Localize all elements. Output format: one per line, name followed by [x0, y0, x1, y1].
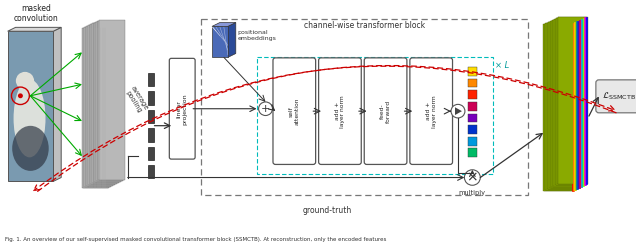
Polygon shape — [87, 26, 113, 186]
Polygon shape — [97, 21, 123, 181]
Text: +: + — [261, 104, 270, 114]
Polygon shape — [550, 21, 580, 188]
Polygon shape — [85, 27, 111, 187]
Text: positional
embeddings: positional embeddings — [238, 30, 276, 41]
Polygon shape — [92, 23, 118, 183]
Polygon shape — [98, 21, 124, 180]
Polygon shape — [82, 28, 108, 188]
Polygon shape — [91, 24, 116, 184]
Bar — [147, 128, 154, 142]
Text: feed-
forward: feed- forward — [380, 100, 391, 123]
Polygon shape — [212, 22, 236, 26]
Polygon shape — [455, 107, 462, 115]
Circle shape — [18, 93, 23, 98]
Polygon shape — [8, 31, 53, 181]
Bar — [147, 110, 154, 123]
Polygon shape — [548, 22, 578, 189]
Polygon shape — [53, 27, 61, 181]
Polygon shape — [95, 22, 121, 182]
Circle shape — [451, 104, 465, 118]
Text: × L: × L — [495, 61, 509, 70]
Bar — [468, 79, 477, 87]
Polygon shape — [555, 19, 584, 185]
Text: linear
projection: linear projection — [177, 93, 188, 124]
Bar — [468, 114, 477, 122]
Bar — [147, 165, 154, 179]
Polygon shape — [212, 26, 228, 57]
Polygon shape — [556, 18, 586, 185]
Polygon shape — [559, 17, 588, 184]
Polygon shape — [548, 22, 577, 189]
Ellipse shape — [13, 79, 45, 157]
Text: self
attention: self attention — [289, 97, 300, 125]
Text: Fig. 1. An overview of our self-supervised masked convolutional transformer bloc: Fig. 1. An overview of our self-supervis… — [4, 237, 386, 242]
Text: multiply: multiply — [459, 190, 486, 196]
Polygon shape — [8, 27, 61, 31]
Polygon shape — [556, 19, 586, 185]
Bar — [468, 67, 477, 76]
Text: add +
layer norm: add + layer norm — [426, 95, 436, 127]
Polygon shape — [96, 21, 122, 181]
FancyBboxPatch shape — [273, 58, 316, 165]
Text: masked
convolution: masked convolution — [14, 4, 59, 23]
Polygon shape — [546, 23, 576, 190]
Polygon shape — [83, 28, 109, 188]
Polygon shape — [547, 23, 577, 189]
Polygon shape — [94, 22, 120, 182]
Bar — [147, 91, 154, 105]
Bar — [468, 102, 477, 111]
Text: add +
layer norm: add + layer norm — [335, 95, 346, 127]
Bar — [147, 73, 154, 86]
Bar — [468, 148, 477, 157]
Polygon shape — [551, 21, 581, 187]
Polygon shape — [89, 25, 115, 185]
Polygon shape — [545, 23, 575, 190]
Bar — [468, 137, 477, 145]
Circle shape — [16, 72, 34, 90]
Polygon shape — [550, 21, 580, 187]
Bar — [147, 146, 154, 160]
FancyBboxPatch shape — [170, 58, 195, 159]
Ellipse shape — [12, 126, 49, 171]
Polygon shape — [557, 17, 588, 184]
Polygon shape — [90, 24, 116, 184]
Text: ×: × — [467, 170, 478, 185]
Polygon shape — [543, 24, 573, 191]
Polygon shape — [553, 20, 582, 186]
Polygon shape — [554, 19, 584, 186]
Text: $\mathcal{L}_{\mathsf{SSMCTB}}$: $\mathcal{L}_{\mathsf{SSMCTB}}$ — [602, 91, 636, 102]
Circle shape — [465, 170, 480, 185]
Text: ground-truth: ground-truth — [303, 206, 351, 215]
Polygon shape — [86, 26, 112, 186]
FancyBboxPatch shape — [364, 58, 407, 165]
Polygon shape — [545, 24, 575, 190]
Circle shape — [259, 102, 273, 116]
Text: average
pooling: average pooling — [124, 85, 149, 115]
Bar — [468, 90, 477, 99]
Polygon shape — [228, 22, 236, 57]
Polygon shape — [99, 20, 125, 180]
Polygon shape — [552, 20, 582, 187]
Polygon shape — [554, 20, 583, 186]
FancyBboxPatch shape — [596, 80, 640, 113]
Polygon shape — [93, 23, 119, 183]
FancyBboxPatch shape — [319, 58, 361, 165]
Polygon shape — [544, 24, 574, 191]
Polygon shape — [549, 22, 579, 188]
FancyBboxPatch shape — [410, 58, 452, 165]
Polygon shape — [88, 25, 114, 185]
Text: channel-wise transformer block: channel-wise transformer block — [304, 21, 426, 30]
Bar — [468, 125, 477, 134]
Polygon shape — [557, 18, 587, 185]
Polygon shape — [84, 27, 110, 187]
